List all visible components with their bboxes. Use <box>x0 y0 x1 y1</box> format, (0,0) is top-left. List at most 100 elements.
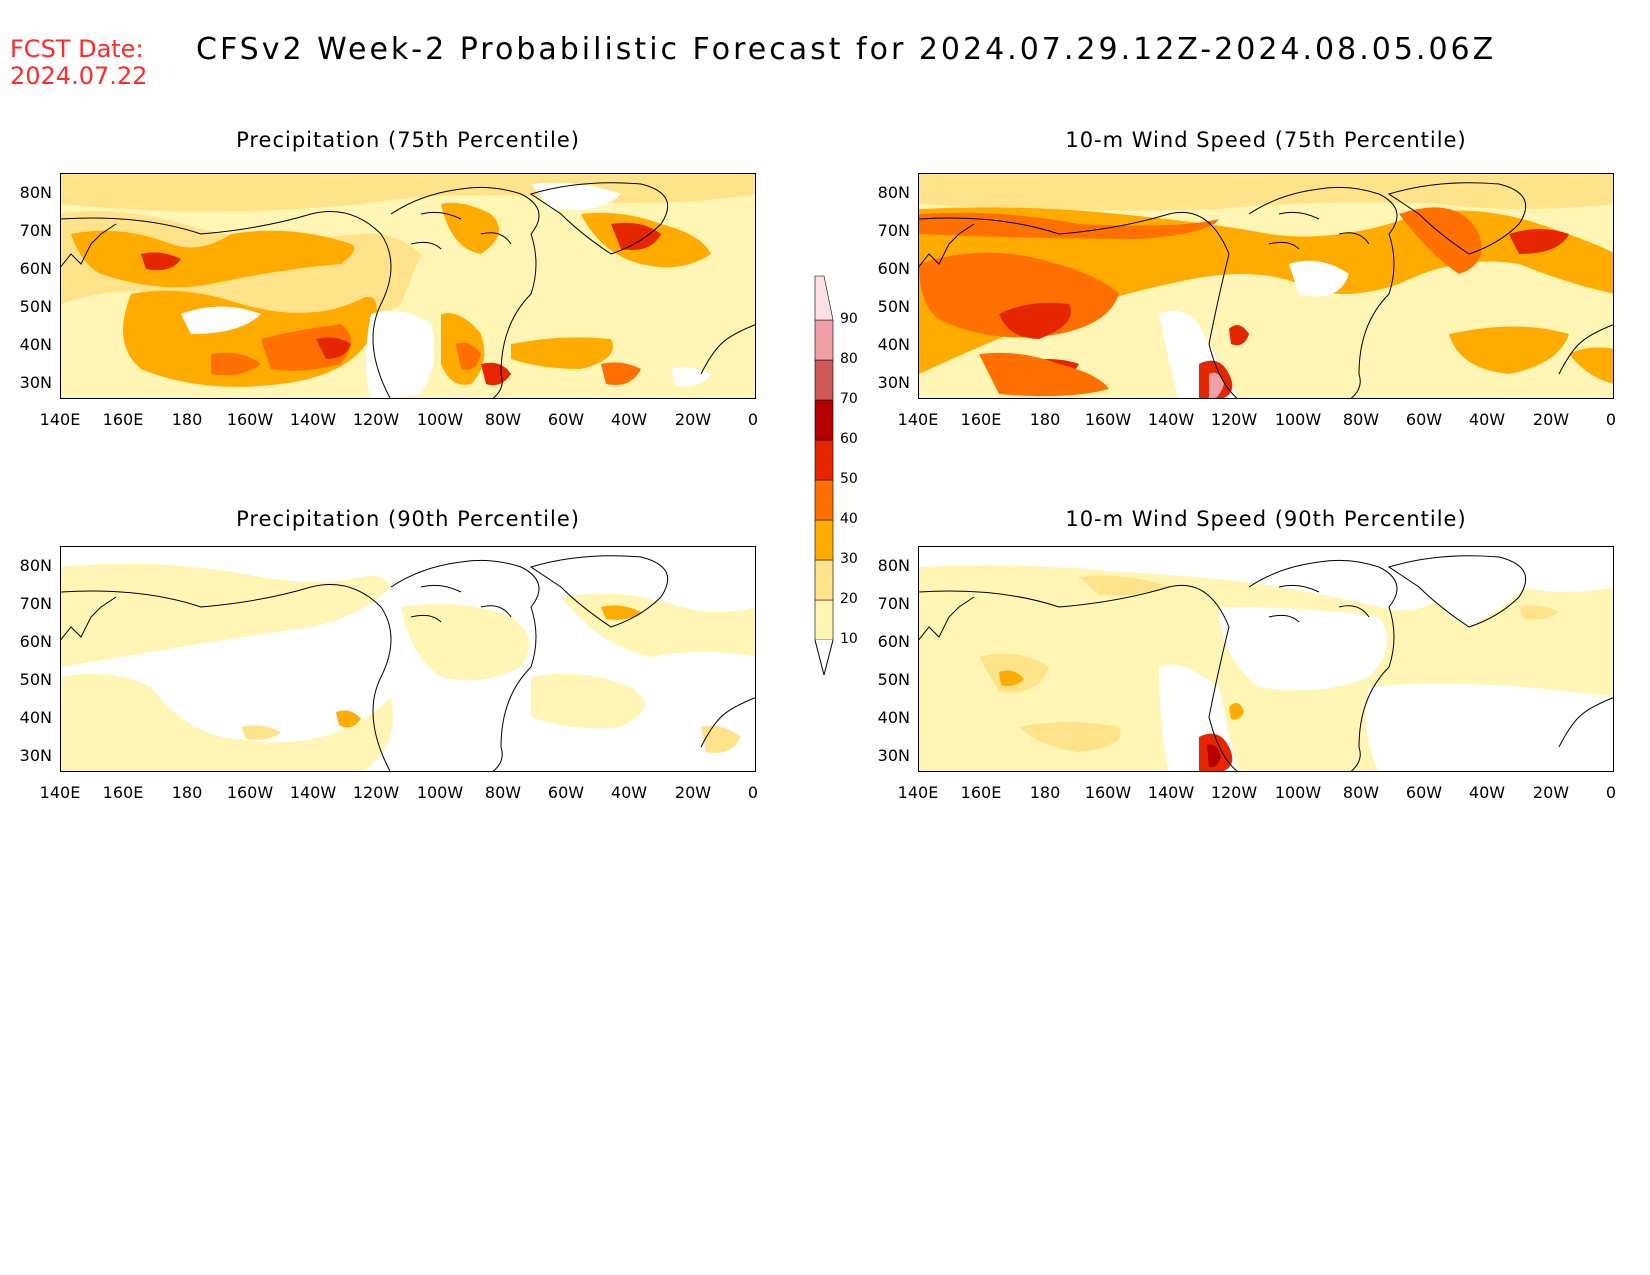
lat-tick: 60N <box>19 259 52 278</box>
lon-axis-wind90: 140E 160E 180 160W 140W 120W 100W 80W 60… <box>898 783 1617 807</box>
lon-tick: 0 <box>1605 783 1617 802</box>
colorbar-label: 20 <box>840 591 858 607</box>
lat-tick: 70N <box>19 594 52 613</box>
lat-tick: 40N <box>19 708 52 727</box>
lon-tick: 120W <box>1210 410 1258 429</box>
lat-axis-precip75: 80N 70N 60N 50N 40N 30N <box>0 173 52 399</box>
lon-tick: 0 <box>747 783 759 802</box>
lat-tick: 80N <box>877 183 910 202</box>
lon-tick: 60W <box>1405 410 1443 429</box>
lat-axis-wind90: 80N 70N 60N 50N 40N 30N <box>858 546 910 772</box>
lon-tick: 20W <box>674 410 712 429</box>
lat-tick: 80N <box>19 183 52 202</box>
lon-tick: 160E <box>102 410 144 429</box>
lon-tick: 120W <box>1210 783 1258 802</box>
lon-axis-wind75: 140E 160E 180 160W 140W 120W 100W 80W 60… <box>898 410 1617 434</box>
lon-tick: 20W <box>1532 410 1570 429</box>
lon-tick: 140E <box>39 783 81 802</box>
lon-tick: 100W <box>1274 410 1322 429</box>
colorbar-swatch <box>814 359 834 401</box>
colorbar-swatch <box>814 559 834 601</box>
colorbar-swatches <box>814 275 834 676</box>
lon-tick: 180 <box>1029 410 1061 429</box>
lat-tick: 30N <box>19 746 52 765</box>
lat-tick: 70N <box>877 221 910 240</box>
lon-tick: 0 <box>1605 410 1617 429</box>
lon-tick: 40W <box>610 410 648 429</box>
lon-tick: 160W <box>226 410 274 429</box>
lon-tick: 0 <box>747 410 759 429</box>
colorbar: 10 20 30 40 50 60 70 80 90 <box>805 270 865 680</box>
lat-tick: 40N <box>877 708 910 727</box>
map-precip90 <box>60 546 756 772</box>
lon-tick: 120W <box>352 783 400 802</box>
fcst-date-value: 2024.07.22 <box>10 62 148 90</box>
panel-title-precip90: Precipitation (90th Percentile) <box>236 507 580 531</box>
colorbar-low-arrow <box>814 639 834 676</box>
lon-axis-precip90: 140E 160E 180 160W 140W 120W 100W 80W 60… <box>40 783 759 807</box>
lat-axis-wind75: 80N 70N 60N 50N 40N 30N <box>858 173 910 399</box>
lon-tick: 40W <box>1468 783 1506 802</box>
lon-tick: 100W <box>416 783 464 802</box>
colorbar-label: 40 <box>840 511 858 527</box>
lon-tick: 80W <box>484 410 522 429</box>
lon-tick: 160E <box>960 410 1002 429</box>
lat-tick: 50N <box>19 670 52 689</box>
lon-tick: 100W <box>416 410 464 429</box>
lon-tick: 160W <box>1084 783 1132 802</box>
colorbar-swatch <box>814 275 834 321</box>
colorbar-swatch <box>814 479 834 521</box>
lon-tick: 140E <box>897 783 939 802</box>
lon-tick: 140W <box>289 783 337 802</box>
colorbar-swatch <box>814 399 834 441</box>
fcst-date-block: FCST Date: 2024.07.22 <box>10 36 147 90</box>
colorbar-swatch <box>814 439 834 481</box>
lat-tick: 60N <box>19 632 52 651</box>
lon-tick: 140E <box>897 410 939 429</box>
lat-tick: 30N <box>877 746 910 765</box>
lon-axis-precip75: 140E 160E 180 160W 140W 120W 100W 80W 60… <box>40 410 759 434</box>
colorbar-swatch <box>814 599 834 641</box>
lon-tick: 40W <box>1468 410 1506 429</box>
lat-tick: 50N <box>19 297 52 316</box>
lat-tick: 40N <box>877 335 910 354</box>
lon-tick: 160W <box>226 783 274 802</box>
colorbar-label: 80 <box>840 351 858 367</box>
lon-tick: 40W <box>610 783 648 802</box>
colorbar-label: 50 <box>840 471 858 487</box>
map-precip75 <box>60 173 756 399</box>
colorbar-label: 10 <box>840 631 858 647</box>
lon-tick: 140W <box>1147 410 1195 429</box>
lon-tick: 180 <box>171 783 203 802</box>
lat-tick: 80N <box>877 556 910 575</box>
map-wind75 <box>918 173 1614 399</box>
lon-tick: 20W <box>674 783 712 802</box>
lon-tick: 160W <box>1084 410 1132 429</box>
fcst-date-label: FCST Date: <box>10 35 144 63</box>
lon-tick: 140W <box>1147 783 1195 802</box>
lat-tick: 70N <box>877 594 910 613</box>
lat-tick: 50N <box>877 297 910 316</box>
lat-tick: 60N <box>877 632 910 651</box>
lat-tick: 30N <box>877 373 910 392</box>
panel-title-precip75: Precipitation (75th Percentile) <box>236 128 580 152</box>
lon-tick: 60W <box>1405 783 1443 802</box>
lon-tick: 80W <box>1342 783 1380 802</box>
lon-tick: 80W <box>484 783 522 802</box>
colorbar-label: 30 <box>840 551 858 567</box>
lat-tick: 50N <box>877 670 910 689</box>
lon-tick: 180 <box>171 410 203 429</box>
lat-tick: 80N <box>19 556 52 575</box>
lon-tick: 160E <box>960 783 1002 802</box>
colorbar-label: 90 <box>840 311 858 327</box>
lon-tick: 160E <box>102 783 144 802</box>
lat-axis-precip90: 80N 70N 60N 50N 40N 30N <box>0 546 52 772</box>
lon-tick: 120W <box>352 410 400 429</box>
lon-tick: 100W <box>1274 783 1322 802</box>
lon-tick: 20W <box>1532 783 1570 802</box>
colorbar-label: 70 <box>840 391 858 407</box>
colorbar-label: 60 <box>840 431 858 447</box>
panel-title-wind75: 10-m Wind Speed (75th Percentile) <box>1065 128 1467 152</box>
page-title: CFSv2 Week-2 Probabilistic Forecast for … <box>196 32 1497 67</box>
lat-tick: 40N <box>19 335 52 354</box>
